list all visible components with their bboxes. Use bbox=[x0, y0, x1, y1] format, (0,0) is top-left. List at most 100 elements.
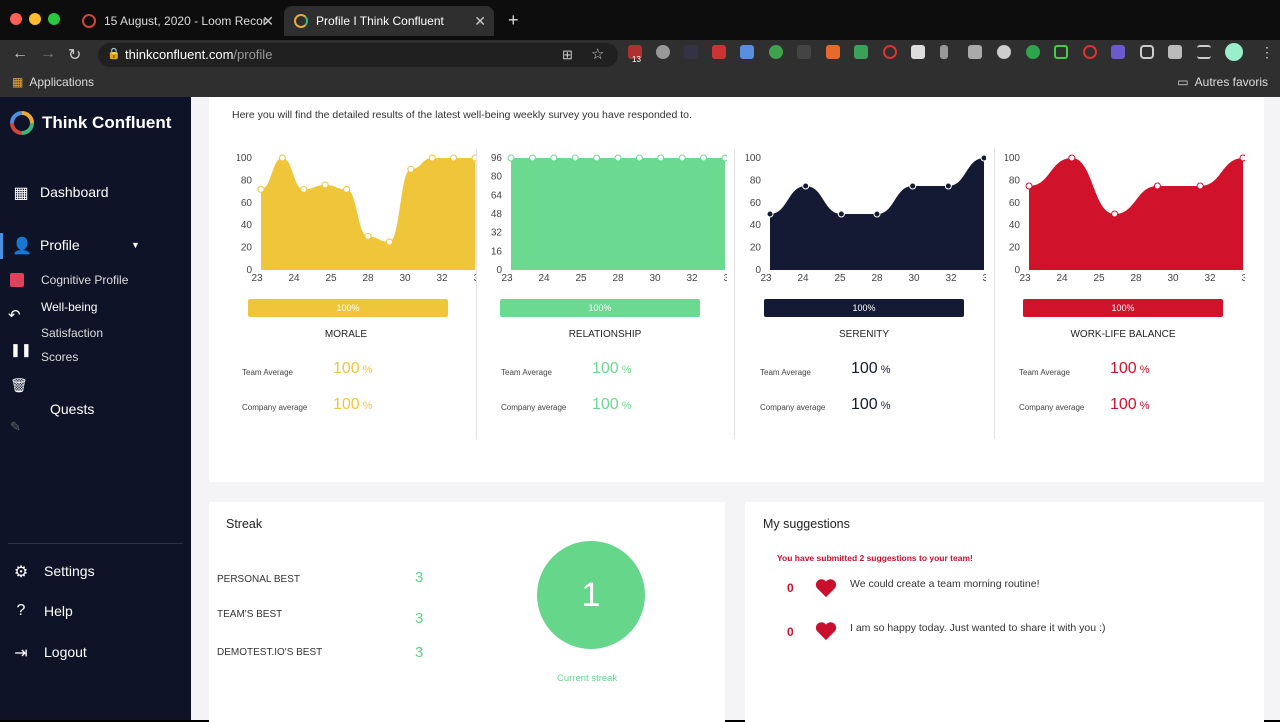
data-point[interactable] bbox=[257, 185, 265, 193]
data-point[interactable] bbox=[407, 165, 415, 173]
data-point[interactable] bbox=[614, 154, 622, 162]
record-stop-icon[interactable] bbox=[10, 273, 24, 287]
nav-profile[interactable]: 👤 Profile ▼ bbox=[0, 236, 191, 255]
pocket-icon[interactable] bbox=[1140, 45, 1154, 59]
nav-label: Quests bbox=[50, 401, 95, 417]
extension-icon[interactable] bbox=[684, 45, 698, 59]
extension-icon[interactable] bbox=[883, 45, 897, 59]
brand-logo[interactable]: Think Confluent bbox=[10, 111, 171, 135]
profile-avatar-icon[interactable] bbox=[1225, 43, 1243, 61]
data-point[interactable] bbox=[507, 154, 515, 162]
extension-icon[interactable] bbox=[1054, 45, 1068, 59]
data-point[interactable] bbox=[1068, 154, 1076, 162]
data-point[interactable] bbox=[1111, 210, 1119, 218]
data-point[interactable] bbox=[343, 185, 351, 193]
data-point[interactable] bbox=[471, 154, 477, 162]
data-point[interactable] bbox=[1196, 182, 1204, 190]
area-series bbox=[1029, 158, 1243, 270]
reading-list-icon[interactable] bbox=[1197, 45, 1211, 59]
data-point[interactable] bbox=[385, 238, 393, 246]
extension-icon[interactable] bbox=[769, 45, 783, 59]
sidebar-item-well-being[interactable]: Well-being bbox=[41, 300, 98, 314]
data-point[interactable] bbox=[321, 181, 329, 189]
new-tab-button[interactable]: + bbox=[508, 10, 519, 30]
maximize-window-button[interactable] bbox=[48, 13, 60, 25]
data-point[interactable] bbox=[802, 182, 810, 190]
data-point[interactable] bbox=[550, 154, 558, 162]
data-point[interactable] bbox=[1239, 154, 1245, 162]
data-point[interactable] bbox=[593, 154, 601, 162]
close-tab-icon[interactable]: ✕ bbox=[474, 12, 486, 29]
extension-icon[interactable] bbox=[854, 45, 868, 59]
tab-profile[interactable]: Profile I Think Confluent ✕ bbox=[284, 6, 494, 36]
company-average-label: Company average bbox=[1019, 403, 1085, 412]
data-point[interactable] bbox=[364, 232, 372, 240]
forward-icon[interactable]: → bbox=[40, 45, 56, 62]
metric-title: WORK-LIFE BALANCE bbox=[1070, 329, 1176, 340]
extension-icon[interactable] bbox=[712, 45, 726, 59]
y-tick-label: 0 bbox=[755, 265, 761, 276]
pause-icon[interactable]: ❚❚ bbox=[10, 342, 32, 357]
extension-icon[interactable] bbox=[1083, 45, 1097, 59]
x-tick-label: 24 bbox=[797, 273, 809, 282]
data-point[interactable] bbox=[873, 210, 881, 218]
nav-dashboard[interactable]: ▦ Dashboard bbox=[0, 183, 191, 202]
data-point[interactable] bbox=[635, 154, 643, 162]
more-menu-icon[interactable]: ⋮ bbox=[1260, 44, 1274, 60]
tab-loom[interactable]: 15 August, 2020 - Loom Recor ✕ bbox=[72, 6, 282, 36]
reload-icon[interactable]: ↻ bbox=[68, 47, 82, 64]
data-point[interactable] bbox=[450, 154, 458, 162]
pen-icon[interactable]: ✎ bbox=[10, 419, 21, 434]
data-point[interactable] bbox=[571, 154, 579, 162]
data-point[interactable] bbox=[1025, 182, 1033, 190]
data-point[interactable] bbox=[721, 154, 727, 162]
undo-icon[interactable]: ↶ bbox=[8, 307, 21, 324]
back-icon[interactable]: ← bbox=[12, 45, 28, 62]
extension-icon[interactable] bbox=[911, 45, 925, 59]
extension-icon[interactable] bbox=[826, 45, 840, 59]
value: 100 bbox=[592, 360, 619, 377]
data-point[interactable] bbox=[428, 154, 436, 162]
extension-icon[interactable] bbox=[1111, 45, 1125, 59]
close-tab-icon[interactable]: ✕ bbox=[262, 12, 274, 29]
nav-logout[interactable]: ⇥ Logout bbox=[0, 643, 191, 662]
percent: % bbox=[1139, 400, 1150, 412]
data-point[interactable] bbox=[837, 210, 845, 218]
extension-icon[interactable] bbox=[940, 45, 948, 59]
sidebar-item-satisfaction[interactable]: Satisfaction bbox=[41, 326, 104, 340]
extension-icon[interactable] bbox=[968, 45, 982, 59]
close-window-button[interactable] bbox=[10, 13, 22, 25]
extension-icon[interactable] bbox=[628, 45, 642, 59]
data-point[interactable] bbox=[678, 154, 686, 162]
minimize-window-button[interactable] bbox=[29, 13, 41, 25]
trash-icon[interactable]: 🗑 bbox=[10, 377, 28, 393]
extension-icon[interactable] bbox=[740, 45, 754, 59]
data-point[interactable] bbox=[700, 154, 708, 162]
nav-settings[interactable]: ⚙ Settings bbox=[0, 562, 191, 581]
extension-icon[interactable] bbox=[1026, 45, 1040, 59]
data-point[interactable] bbox=[944, 182, 952, 190]
data-point[interactable] bbox=[980, 154, 986, 162]
sidebar-item-scores[interactable]: Scores bbox=[41, 350, 79, 364]
heart-icon[interactable] bbox=[815, 578, 837, 598]
data-point[interactable] bbox=[657, 154, 665, 162]
data-point[interactable] bbox=[909, 182, 917, 190]
nav-quests[interactable]: ■ Quests bbox=[0, 400, 191, 418]
extensions-puzzle-icon[interactable] bbox=[1168, 45, 1182, 59]
heart-icon[interactable] bbox=[815, 621, 837, 641]
url-input[interactable]: 🔒 thinkconfluent.com/profile bbox=[98, 43, 618, 67]
data-point[interactable] bbox=[278, 154, 286, 162]
bookmark-star-icon[interactable]: ☆ bbox=[591, 46, 605, 63]
apps-bookmark[interactable]: ▦ Applications bbox=[12, 75, 94, 89]
data-point[interactable] bbox=[766, 210, 774, 218]
other-bookmarks[interactable]: ▭ Autres favoris bbox=[1177, 75, 1268, 89]
extension-icon[interactable] bbox=[997, 45, 1011, 59]
data-point[interactable] bbox=[528, 154, 536, 162]
extension-icon[interactable] bbox=[656, 45, 670, 59]
data-point[interactable] bbox=[300, 185, 308, 193]
translate-icon[interactable]: ⊞ bbox=[562, 47, 573, 62]
data-point[interactable] bbox=[1153, 182, 1161, 190]
nav-help[interactable]: ? Help bbox=[0, 602, 191, 620]
extension-icon[interactable] bbox=[797, 45, 811, 59]
sidebar-item-cognitive-profile[interactable]: Cognitive Profile bbox=[41, 273, 129, 287]
